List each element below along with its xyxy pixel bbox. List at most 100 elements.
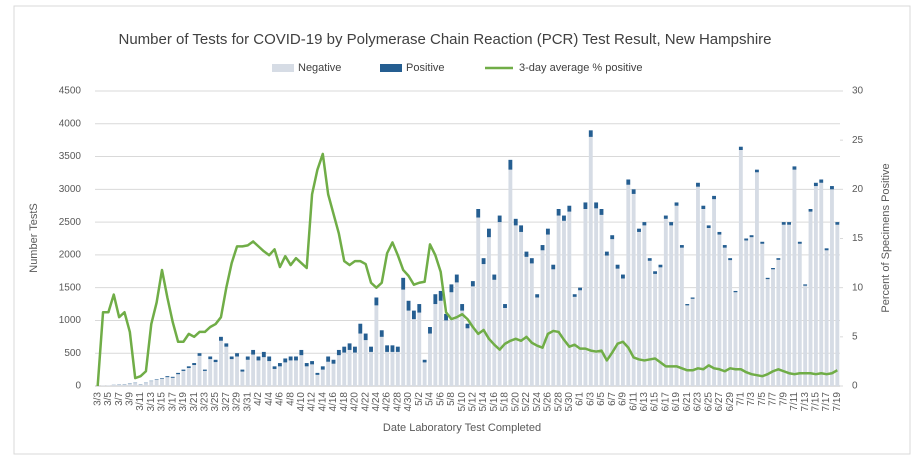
bar-segment (626, 179, 631, 185)
legend-label: 3-day average % positive (519, 62, 643, 74)
bar-segment (460, 304, 465, 311)
x-tick-label: 4/28 (392, 392, 403, 412)
bar-segment (363, 340, 368, 386)
y-tick-label: 4000 (59, 118, 82, 129)
bar-segment (406, 300, 411, 311)
bar-segment (535, 294, 540, 298)
x-tick-label: 5/14 (478, 392, 489, 412)
x-tick-label: 4/6 (275, 392, 286, 406)
bar-segment (599, 214, 604, 386)
bar-segment (594, 202, 599, 209)
bar-segment (449, 292, 454, 386)
bar-segment (540, 245, 545, 251)
x-tick-label: 6/15 (650, 392, 661, 412)
y-tick-label: 1500 (59, 282, 82, 293)
x-tick-label: 6/7 (607, 392, 618, 406)
bar-segment (792, 166, 797, 170)
bar-segment (202, 369, 207, 371)
bar-segment (165, 377, 170, 386)
bar-segment (304, 366, 309, 386)
x-tick-label: 4/4 (264, 392, 275, 406)
bar-segment (202, 370, 207, 386)
bar-segment (235, 353, 239, 357)
bar-segment (379, 330, 384, 337)
x-tick-label: 7/11 (789, 392, 800, 411)
bar-segment (165, 376, 170, 378)
bar-segment (170, 377, 175, 386)
bar-segment (331, 359, 336, 364)
bar-segment (610, 235, 615, 240)
x-tick-label: 5/10 (457, 392, 468, 412)
x-tick-label: 6/13 (639, 392, 650, 412)
x-tick-label: 5/8 (446, 392, 457, 406)
x-tick-label: 6/17 (660, 392, 671, 412)
bar-segment (781, 224, 786, 386)
bar-segment (310, 361, 314, 365)
bar-segment (771, 269, 775, 386)
x-axis-title: Date Laboratory Test Completed (383, 422, 541, 434)
bar-segment (213, 359, 218, 363)
bar-segment (160, 378, 164, 386)
y2-tick-label: 10 (852, 282, 864, 293)
bar-segment (728, 260, 733, 386)
x-tick-label: 7/5 (757, 392, 768, 406)
x-tick-label: 7/7 (768, 392, 779, 406)
bar-segment (277, 363, 282, 367)
bar-segment (754, 172, 759, 386)
bar-segment (803, 284, 808, 286)
x-tick-label: 3/31 (242, 392, 253, 412)
x-tick-label: 4/18 (339, 392, 350, 412)
bar-segment (803, 285, 808, 386)
x-tick-label: 6/9 (618, 392, 629, 406)
x-tick-label: 7/1 (735, 392, 746, 406)
bar-segment (492, 274, 497, 280)
bar-segment (224, 343, 229, 347)
bar-segment (176, 372, 181, 375)
bar-segment (824, 250, 829, 386)
bar-segment (754, 169, 759, 173)
bar-segment (749, 237, 754, 386)
bar-segment (342, 346, 347, 353)
bar-segment (642, 225, 647, 386)
bar-segment (127, 383, 132, 386)
bar-segment (417, 304, 422, 313)
bar-segment (669, 225, 674, 386)
x-tick-label: 5/20 (510, 392, 521, 412)
bar-segment (653, 271, 658, 274)
bar-segment (326, 356, 331, 362)
bar-segment (401, 289, 406, 386)
bar-segment (433, 294, 438, 305)
x-tick-label: 3/17 (167, 392, 178, 412)
bar-segment (235, 356, 239, 386)
bar-segment (540, 250, 545, 386)
x-tick-label: 6/19 (671, 392, 682, 412)
bar-segment (283, 358, 288, 363)
bar-segment (706, 228, 711, 386)
bar-segment (219, 340, 223, 386)
bar-segment (733, 292, 738, 386)
y-tick-label: 500 (64, 348, 81, 359)
bar-segment (170, 376, 175, 378)
bar-segment (154, 379, 159, 380)
bar-segment (240, 369, 245, 372)
bar-segment (653, 273, 658, 386)
x-tick-label: 4/14 (317, 392, 328, 412)
bar-segment (551, 269, 556, 386)
bar-segment (701, 209, 706, 386)
bar-segment (422, 359, 427, 363)
bar-segment (294, 356, 298, 361)
bar-segment (422, 362, 427, 386)
bar-segment (663, 218, 668, 386)
bar-segment (256, 360, 261, 386)
bar-segment (658, 264, 663, 268)
bar-segment (299, 349, 304, 356)
x-tick-label: 5/30 (564, 392, 575, 412)
bar-segment (192, 363, 197, 366)
bar-segment (438, 290, 443, 301)
bar-segment (261, 351, 266, 358)
bar-segment (497, 222, 502, 386)
x-tick-label: 5/18 (500, 392, 511, 412)
bar-segment (556, 209, 561, 216)
bar-segment (819, 182, 824, 386)
bar-segment (744, 240, 749, 386)
